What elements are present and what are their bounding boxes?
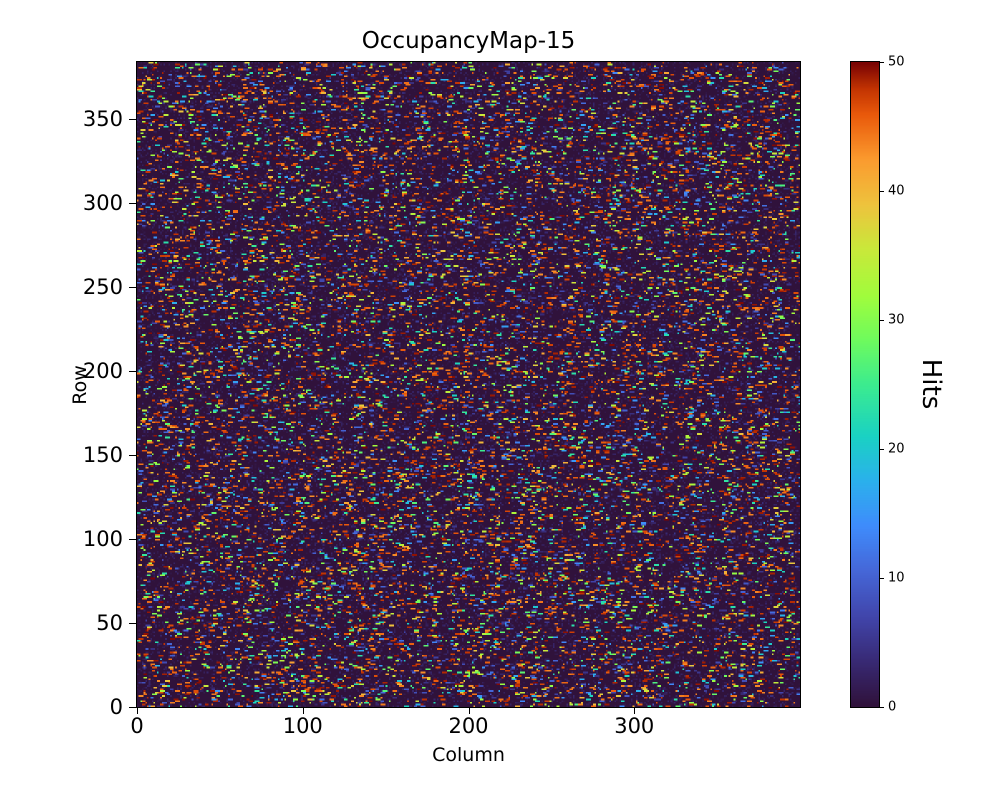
y-tick-label: 100	[82, 527, 123, 552]
y-tick-mark	[129, 455, 136, 457]
x-axis-label: Column	[432, 744, 505, 766]
colorbar-tick-mark	[879, 62, 884, 63]
y-tick-label: 350	[82, 107, 123, 132]
colorbar-tick-label: 0	[888, 699, 897, 715]
colorbar-tick-mark	[879, 449, 884, 450]
colorbar-tick-label: 30	[888, 312, 905, 328]
y-tick-label: 0	[109, 695, 123, 719]
colorbar	[850, 61, 880, 708]
chart-title: OccupancyMap-15	[361, 28, 576, 54]
heatmap-canvas	[137, 62, 800, 707]
colorbar-canvas	[851, 62, 879, 707]
y-tick-mark	[129, 203, 136, 205]
y-tick-label: 200	[82, 359, 123, 384]
x-tick-label: 300	[614, 714, 655, 738]
x-tick-mark	[137, 707, 138, 714]
x-tick-mark	[634, 707, 636, 714]
y-tick-mark	[129, 539, 136, 541]
x-tick-label: 100	[282, 714, 323, 738]
x-tick-label: 0	[130, 714, 144, 738]
y-tick-label: 300	[82, 191, 123, 216]
y-tick-label: 150	[82, 443, 123, 468]
y-tick-label: 250	[82, 275, 123, 300]
colorbar-label: Hits	[916, 358, 946, 410]
y-tick-mark	[129, 371, 136, 373]
x-tick-label: 200	[448, 714, 489, 738]
heatmap-plot-area	[136, 61, 801, 708]
y-tick-mark	[129, 623, 136, 625]
y-tick-label: 50	[96, 611, 123, 636]
colorbar-tick-mark	[879, 191, 884, 192]
y-tick-mark	[129, 287, 136, 289]
x-tick-mark	[468, 707, 470, 714]
x-tick-mark	[302, 707, 304, 714]
colorbar-tick-label: 20	[888, 441, 905, 457]
colorbar-tick-label: 50	[888, 54, 905, 70]
colorbar-tick-label: 10	[888, 570, 905, 586]
colorbar-tick-mark	[879, 707, 884, 708]
y-tick-mark	[129, 119, 136, 121]
colorbar-tick-label: 40	[888, 183, 905, 199]
y-tick-mark	[129, 707, 136, 708]
colorbar-tick-mark	[879, 320, 884, 321]
colorbar-tick-mark	[879, 578, 884, 579]
